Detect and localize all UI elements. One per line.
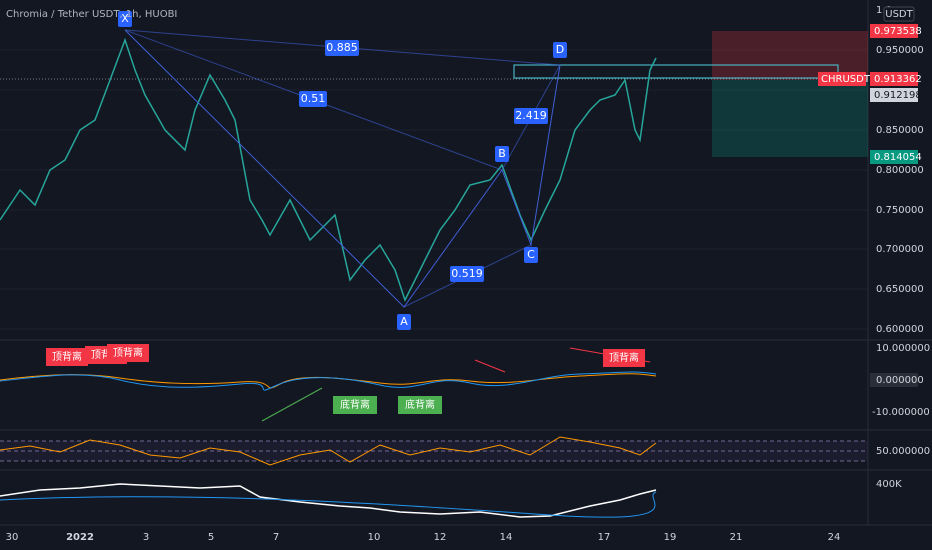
macd-tick: 10.000000 [876, 343, 930, 354]
price-line [0, 37, 657, 302]
price-tick: 0.700000 [876, 244, 924, 255]
time-label: 12 [434, 532, 447, 543]
currency-label[interactable]: USDT [885, 9, 913, 20]
point-label: C [527, 248, 535, 261]
macd-line [0, 371, 657, 391]
pattern-points: X A B C D [118, 11, 567, 330]
price-tick: 0.850000 [876, 125, 924, 136]
prev-close-tag: 0.912198 [874, 90, 922, 101]
grid [0, 49, 868, 330]
bottom-signal: 底背离 [405, 398, 435, 411]
pane-separators [0, 0, 932, 526]
rsi-tick: 50.000000 [876, 446, 930, 457]
price-tick: 0.750000 [876, 205, 924, 216]
symbol-tag: CHRUSDT [821, 74, 871, 85]
time-label: 30 [6, 532, 19, 543]
top-signal: 顶背离 [609, 351, 639, 364]
ratio-label: 0.885 [326, 41, 358, 54]
bottom-signals: 底背离 底背离 [333, 396, 442, 414]
time-label: 2022 [66, 532, 94, 543]
pattern-lines [124, 29, 561, 308]
ratio-label: 0.519 [451, 267, 483, 280]
time-label: 19 [664, 532, 677, 543]
time-label: 7 [273, 532, 279, 543]
stop-price-tag: 0.973538 [874, 26, 922, 37]
target-zone [712, 80, 868, 157]
volume-line [0, 483, 657, 518]
point-label: A [400, 315, 408, 328]
macd-tick: 0.000000 [876, 375, 924, 386]
last-price-tag: 0.913362 [874, 74, 922, 85]
pattern-ratios: 0.885 0.51 2.419 0.519 [299, 40, 548, 282]
time-label: 10 [368, 532, 381, 543]
volume-ma [0, 491, 657, 518]
top-signals: 顶背离 顶背离 顶背离 顶背离 [46, 344, 645, 367]
rsi-line [0, 436, 657, 466]
time-label: 24 [828, 532, 841, 543]
price-tick: 0.650000 [876, 284, 924, 295]
macd-tick: -10.000000 [872, 407, 930, 418]
volume-tick: 400K [876, 479, 902, 490]
price-tick: 0.950000 [876, 45, 924, 56]
time-label: 17 [598, 532, 611, 543]
time-label: 21 [730, 532, 743, 543]
zone-rect [513, 64, 839, 79]
target-price-tag: 0.814054 [874, 152, 922, 163]
time-label: 14 [500, 532, 513, 543]
bottom-signal: 底背离 [340, 398, 370, 411]
top-signal: 顶背离 [52, 350, 82, 363]
divergence-line [261, 387, 323, 422]
price-tick: 0.800000 [876, 165, 924, 176]
time-label: 3 [143, 532, 149, 543]
stop-zone [712, 31, 868, 80]
top-signal: 顶背离 [113, 346, 143, 359]
ratio-label: 0.51 [301, 92, 326, 105]
chart-title: Chromia / Tether USDT, 1h, HUOBI [6, 9, 177, 20]
price-ticks: 0.950000 0.850000 0.800000 0.750000 0.70… [876, 45, 924, 335]
time-axis: 30 2022 3 5 7 10 12 14 17 19 21 24 [6, 532, 841, 543]
point-label: B [498, 147, 506, 160]
point-label: X [121, 12, 129, 25]
ratio-label: 2.419 [515, 109, 547, 122]
time-label: 5 [208, 532, 214, 543]
price-tick: 0.600000 [876, 324, 924, 335]
divergence-line [474, 359, 506, 373]
point-label: D [556, 43, 564, 56]
